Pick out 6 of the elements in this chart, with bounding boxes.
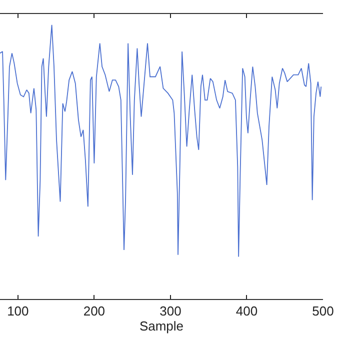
x-axis-title: Sample <box>139 318 184 334</box>
x-tick-label: 400 <box>236 304 258 319</box>
x-tick-label: 100 <box>7 304 29 319</box>
x-tick-label: 500 <box>312 304 334 319</box>
x-tick-label: 300 <box>160 304 182 319</box>
x-tick-label: 200 <box>83 304 106 319</box>
